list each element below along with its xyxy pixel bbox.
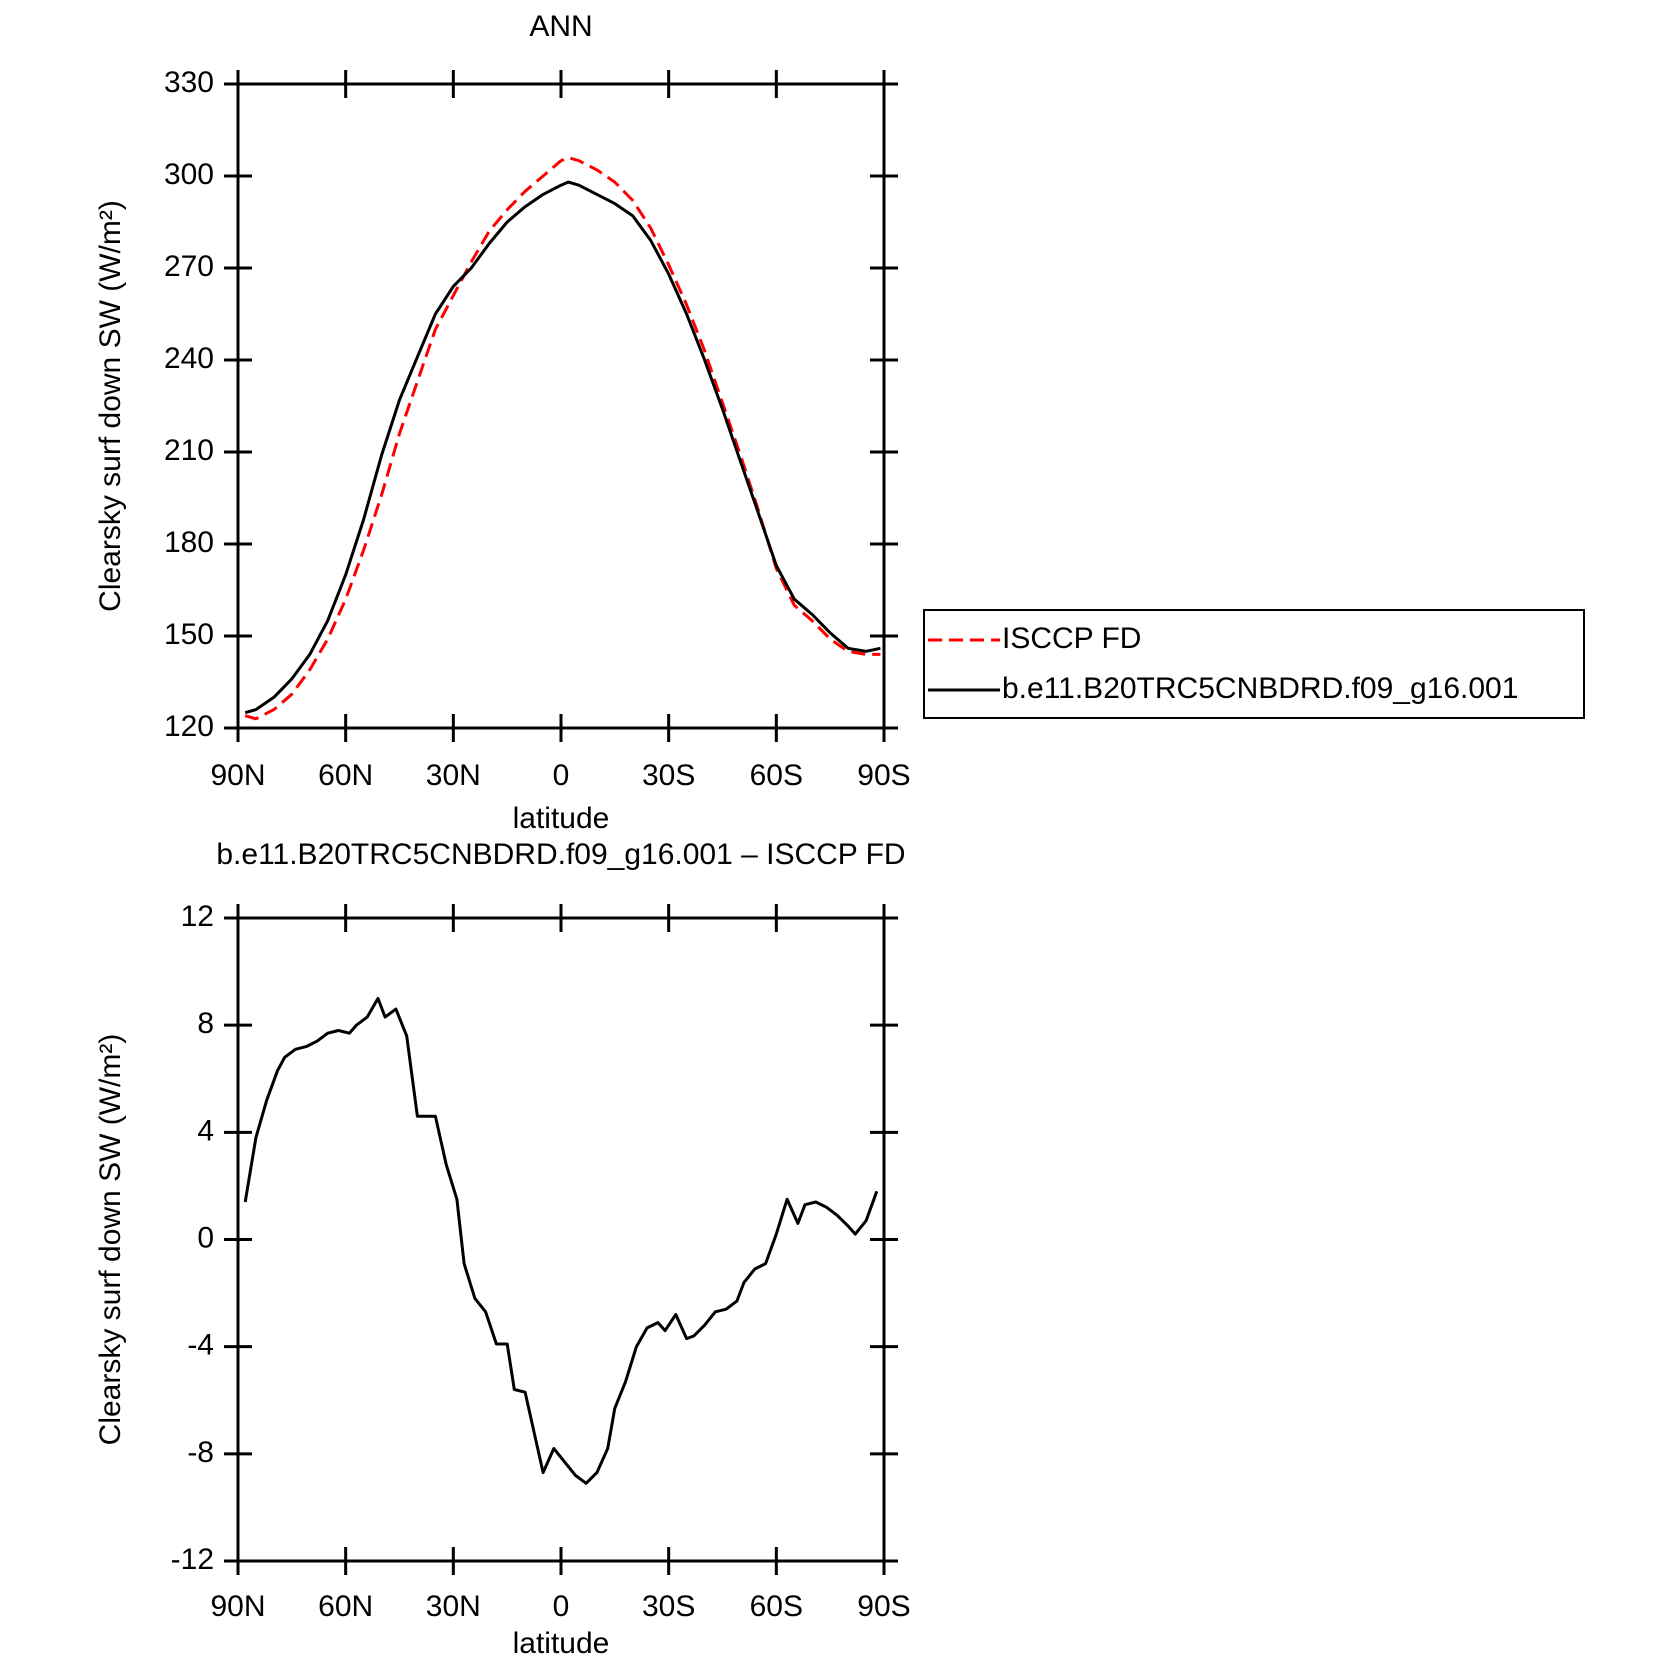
y-tick-label: 8 [197, 1007, 214, 1040]
y-tick-label: 180 [164, 526, 214, 559]
x-axis-label: latitude [513, 802, 610, 835]
x-tick-label: 90N [210, 1590, 265, 1623]
legend-label: b.e11.B20TRC5CNBDRD.f09_g16.001 [1002, 672, 1518, 705]
x-tick-label: 60S [750, 759, 803, 792]
plot-frame [236, 916, 886, 1563]
y-tick-label: 150 [164, 618, 214, 651]
x-tick-label: 60N [318, 1590, 373, 1623]
x-tick-label: 90S [857, 759, 910, 792]
y-tick-label: 300 [164, 158, 214, 191]
y-tick-label: 330 [164, 66, 214, 99]
y-tick-label: 120 [164, 710, 214, 743]
x-tick-label: 0 [553, 759, 570, 792]
legend-box [923, 609, 1585, 719]
y-tick-label: -12 [171, 1543, 214, 1576]
x-tick-label: 30S [642, 1590, 695, 1623]
y-tick-label: 240 [164, 342, 214, 375]
y-tick-label: 12 [181, 900, 214, 933]
data-line [243, 996, 879, 1485]
chart-title: ANN [529, 10, 592, 43]
y-axis-label: Clearsky surf down SW (W/m²) [94, 200, 127, 612]
x-tick-label: 60S [750, 1590, 803, 1623]
plot-frame [236, 82, 886, 730]
y-tick-label: 210 [164, 434, 214, 467]
x-tick-label: 90S [857, 1590, 910, 1623]
data-line [244, 180, 881, 715]
x-axis-label: latitude [513, 1627, 610, 1658]
y-axis-label: Clearsky surf down SW (W/m²) [94, 1034, 127, 1446]
chart-title: b.e11.B20TRC5CNBDRD.f09_g16.001 – ISCCP … [216, 838, 905, 871]
x-tick-label: 30N [426, 759, 481, 792]
y-tick-label: 0 [197, 1221, 214, 1254]
x-tick-label: 60N [318, 759, 373, 792]
x-tick-label: 90N [210, 759, 265, 792]
y-tick-label: 270 [164, 250, 214, 283]
x-tick-label: 0 [553, 1590, 570, 1623]
legend-label: ISCCP FD [1002, 622, 1141, 655]
x-tick-label: 30S [642, 759, 695, 792]
data-line [244, 156, 881, 721]
y-tick-label: -4 [187, 1329, 214, 1362]
y-tick-label: -8 [187, 1436, 214, 1469]
x-tick-label: 30N [426, 1590, 481, 1623]
y-tick-label: 4 [197, 1114, 214, 1147]
